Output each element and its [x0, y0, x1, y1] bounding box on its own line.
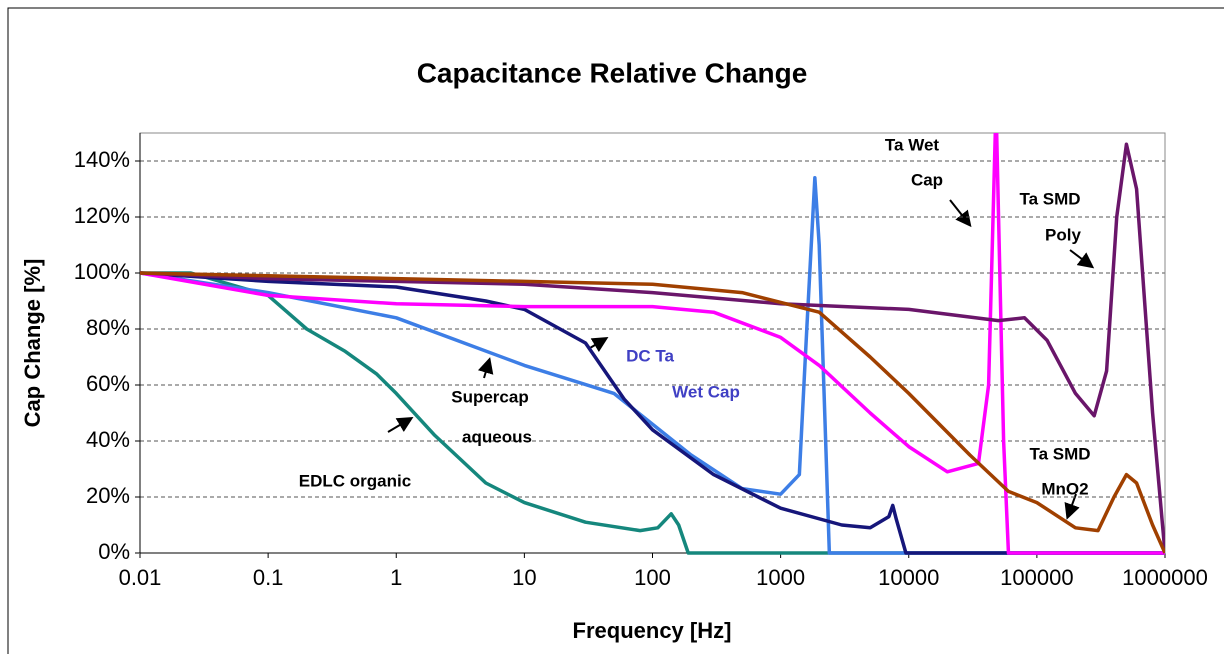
series-label: MnO2 — [1041, 479, 1088, 498]
plot-lines — [140, 133, 1165, 555]
frame — [7, 7, 1224, 654]
arrow — [949, 199, 972, 228]
series-label: DC Ta — [626, 346, 674, 365]
series-label: EDLC organic — [299, 471, 411, 490]
series-line — [140, 271, 1165, 555]
series-label: Supercap — [451, 387, 528, 406]
x-tick-label: 1000000 — [1122, 565, 1208, 590]
series-label: Poly — [1045, 225, 1081, 244]
arrow — [1069, 249, 1095, 269]
x-tick-label: 100000 — [1000, 565, 1073, 590]
series-line — [140, 133, 1165, 555]
x-tick-label: 1 — [390, 565, 402, 590]
x-axis-label: Frequency [Hz] — [573, 618, 732, 643]
series-label: Wet Cap — [672, 382, 740, 401]
series-label: aqueous — [462, 427, 532, 446]
series-label: Ta SMD — [1019, 189, 1080, 208]
x-tick-label: 10 — [512, 565, 536, 590]
x-tick-label: 10000 — [878, 565, 939, 590]
arrow — [477, 357, 494, 379]
arrow — [387, 416, 414, 433]
y-tick-label: 20% — [86, 483, 130, 508]
y-tick-label: 0% — [98, 539, 130, 564]
x-tick-label: 0.01 — [119, 565, 162, 590]
arrow — [589, 336, 609, 353]
series-label: Ta Wet — [885, 135, 939, 154]
chart-title: Capacitance Relative Change — [417, 57, 808, 88]
series-line — [140, 271, 1165, 555]
x-tick-label: 1000 — [756, 565, 805, 590]
y-tick-label: 60% — [86, 371, 130, 396]
y-tick-label: 140% — [74, 147, 130, 172]
x-tick-label: 100 — [634, 565, 671, 590]
series-line — [140, 271, 1165, 554]
y-tick-label: 40% — [86, 427, 130, 452]
y-tick-label: 100% — [74, 259, 130, 284]
y-tick-label: 120% — [74, 203, 130, 228]
arrow — [1064, 493, 1080, 520]
series-label: Cap — [911, 170, 943, 189]
series-label: Ta SMD — [1029, 444, 1090, 463]
y-tick-label: 80% — [86, 315, 130, 340]
series-line — [140, 176, 1165, 555]
x-tick-label: 0.1 — [253, 565, 284, 590]
series-line — [140, 142, 1165, 554]
y-axis-label: Cap Change [%] — [20, 259, 45, 428]
plot-border — [139, 132, 1166, 554]
